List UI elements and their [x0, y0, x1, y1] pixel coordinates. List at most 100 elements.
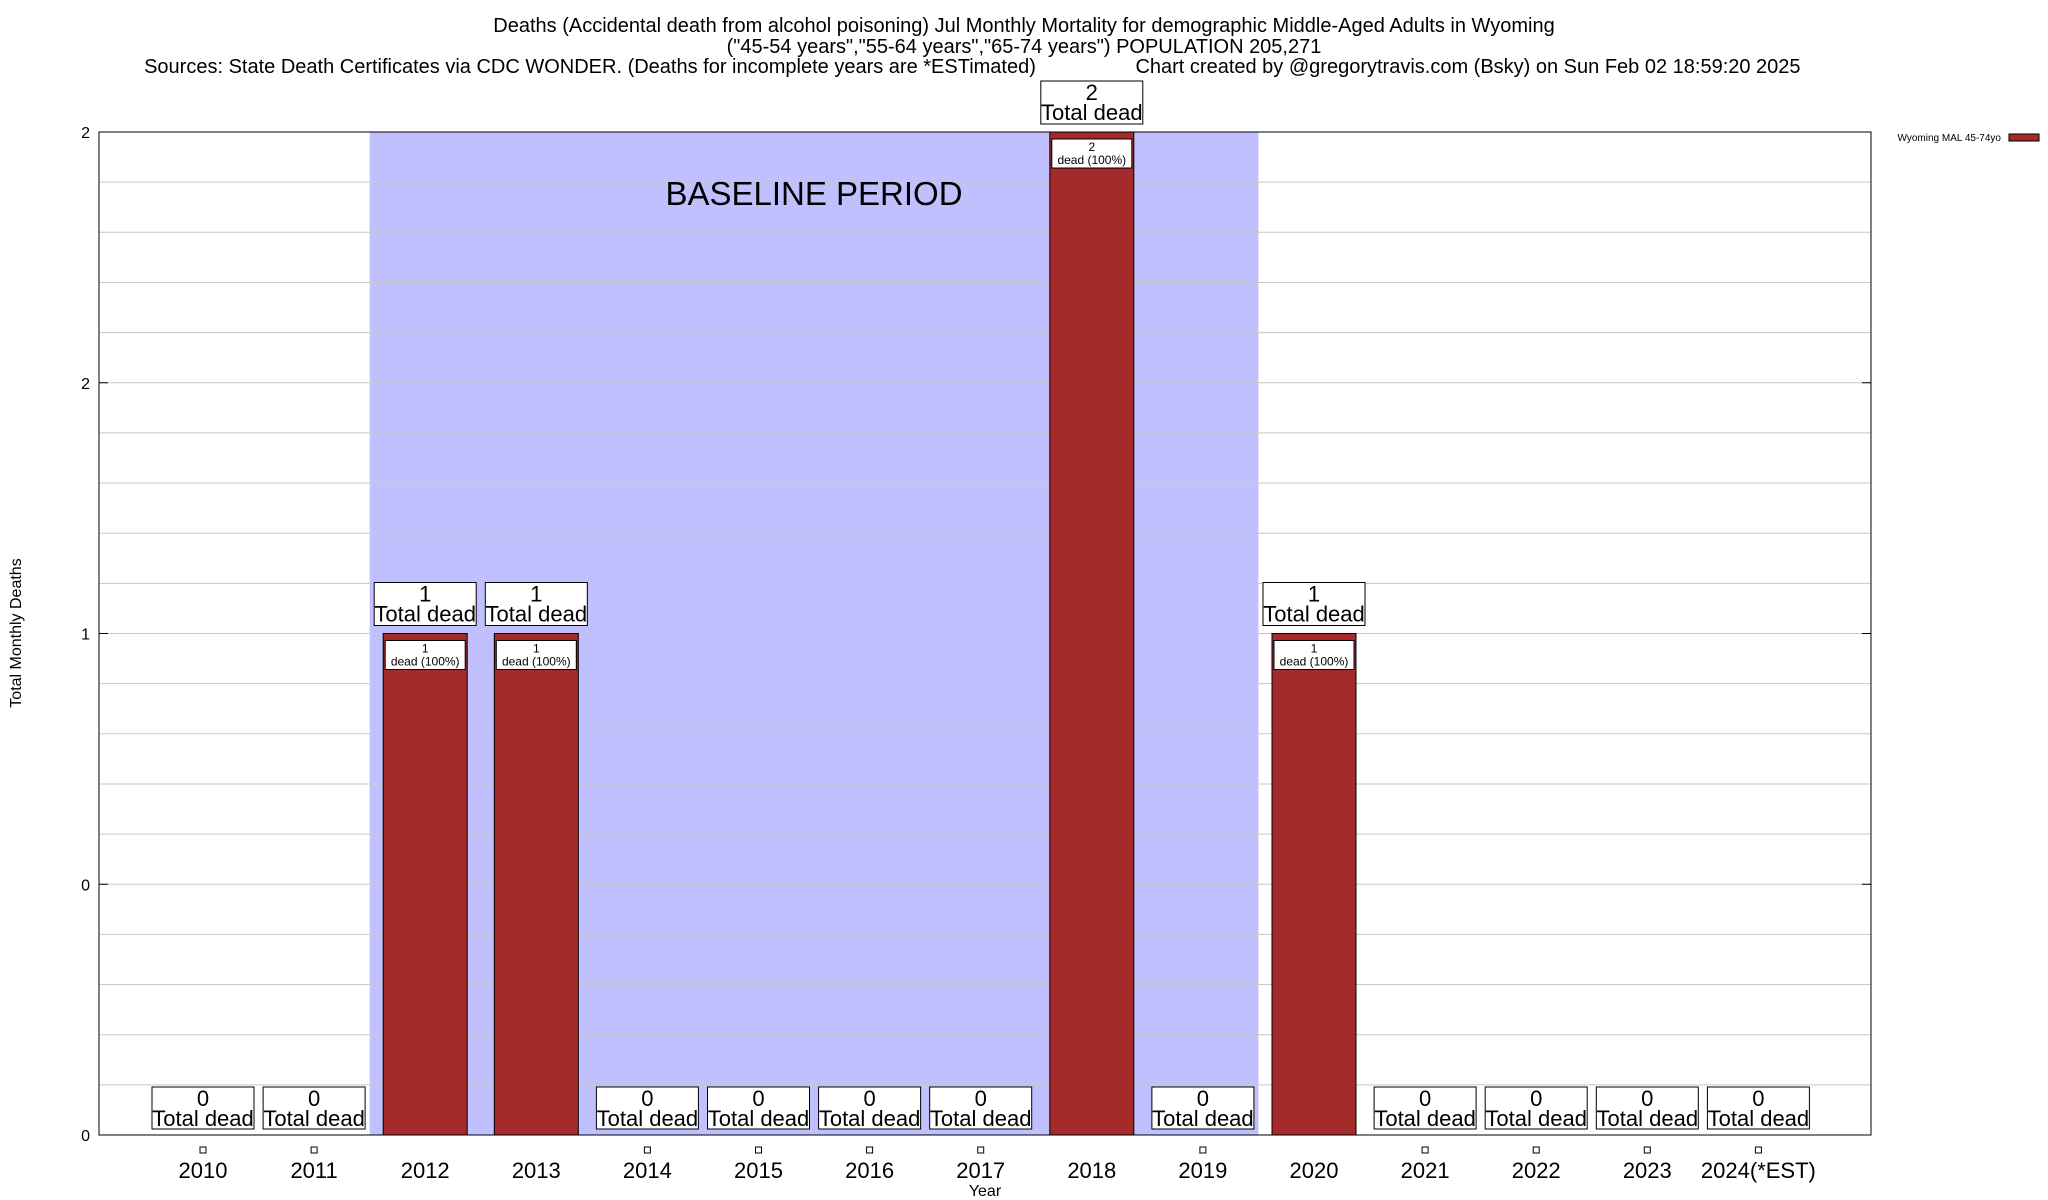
x-axis-ticks: 2010 2011 2012 2013 2014 2015 2016 2017 2018 2019… [179, 1158, 1816, 1183]
total-label-box [373, 582, 477, 626]
total-value-label: 0 [975, 1086, 987, 1111]
total-label-box [1151, 1086, 1255, 1130]
zero-marker [1754, 1146, 1762, 1154]
bar [493, 633, 579, 1136]
total-dead-label: Total dead [263, 1106, 365, 1131]
y-tick-label: 2 [81, 125, 90, 142]
total-label-box [1484, 1086, 1588, 1130]
x-axis-label: Year [969, 1183, 1002, 1200]
baseline-period-label: BASELINE PERIOD [665, 175, 962, 212]
total-value-label: 1 [1308, 582, 1320, 607]
y-tick-label: 0 [81, 877, 90, 894]
bar-inner-label: dead (100%) [1057, 153, 1126, 167]
total-label-box [1706, 1086, 1810, 1130]
total-dead-label: Total dead [486, 602, 588, 627]
bar-inner-label: dead (100%) [502, 655, 571, 669]
legend: Wyoming MAL 45-74yo [1898, 133, 2040, 144]
total-dead-label: Total dead [1708, 1106, 1810, 1131]
x-tick-label: 2014 [623, 1158, 672, 1183]
x-tick-label: 2010 [179, 1158, 228, 1183]
total-label-box [1040, 80, 1144, 125]
total-dead-label: Total dead [597, 1106, 699, 1131]
y-tick-label: 0 [81, 1128, 90, 1145]
x-tick-label: 2013 [512, 1158, 561, 1183]
bar-inner-label: dead (100%) [1280, 655, 1349, 669]
total-label-box [484, 582, 588, 626]
chart-title: Deaths (Accidental death from alcohol po… [144, 15, 1800, 78]
total-label-box [929, 1086, 1033, 1130]
total-value-label: 0 [863, 1086, 875, 1111]
x-tick-label: 2012 [401, 1158, 450, 1183]
x-tick-label: 2018 [1067, 1158, 1116, 1183]
total-label-box [818, 1086, 922, 1130]
total-dead-label: Total dead [1374, 1106, 1476, 1131]
bar-inner-label-box [1273, 640, 1355, 670]
bar [382, 633, 468, 1136]
total-label-box [262, 1086, 366, 1130]
zero-marker [1199, 1146, 1207, 1154]
zero-marker [1532, 1146, 1540, 1154]
total-value-label: 0 [1197, 1086, 1209, 1111]
total-dead-label: Total dead [1263, 602, 1365, 627]
total-label-box [1595, 1086, 1699, 1130]
x-tick-label: 2019 [1178, 1158, 1227, 1183]
legend-swatch [2008, 133, 2040, 142]
total-value-label: 1 [530, 582, 542, 607]
total-label-box [595, 1086, 699, 1130]
bar-inner-value: 2 [1088, 140, 1095, 154]
total-value-label: 0 [308, 1086, 320, 1111]
total-dead-label: Total dead [374, 602, 476, 627]
total-label-box [151, 1086, 255, 1130]
total-value-label: 0 [1530, 1086, 1542, 1111]
total-dead-label: Total dead [1485, 1106, 1587, 1131]
x-tick-label: 2024(*EST) [1701, 1158, 1816, 1183]
total-dead-label: Total dead [1597, 1106, 1699, 1131]
zero-marker [1643, 1146, 1651, 1154]
x-tick-label: 2015 [734, 1158, 783, 1183]
total-value-label: 0 [1752, 1086, 1764, 1111]
total-dead-label: Total dead [1152, 1106, 1254, 1131]
total-dead-label: Total dead [708, 1106, 810, 1131]
title-source: Sources: State Death Certificates via CD… [144, 56, 1036, 78]
bar-inner-value: 1 [1311, 642, 1318, 656]
x-tick-label: 2020 [1290, 1158, 1339, 1183]
zero-marker [199, 1146, 207, 1154]
zero-marker [977, 1146, 985, 1154]
total-dead-label: Total dead [152, 1106, 254, 1131]
total-value-label: 0 [1419, 1086, 1431, 1111]
y-tick-label: 2 [81, 376, 90, 393]
total-value-label: 0 [641, 1086, 653, 1111]
bar-inner-value: 1 [422, 642, 429, 656]
total-value-label: 2 [1086, 80, 1098, 105]
y-axis-ticks: 0 0 1 2 2 [81, 125, 1871, 1145]
total-value-label: 1 [419, 582, 431, 607]
zero-marker [1421, 1146, 1429, 1154]
bar-inner-label: dead (100%) [391, 655, 460, 669]
x-tick-label: 2021 [1401, 1158, 1450, 1183]
x-tick-label: 2016 [845, 1158, 894, 1183]
y-tick-label: 1 [81, 627, 90, 644]
total-value-label: 0 [752, 1086, 764, 1111]
zero-marker [643, 1146, 651, 1154]
bar-inner-label-box [1051, 138, 1133, 169]
total-label-box [707, 1086, 810, 1130]
bar [1049, 131, 1135, 1136]
x-tick-label: 2022 [1512, 1158, 1561, 1183]
x-tick-label: 2017 [956, 1158, 1005, 1183]
bar-inner-value: 1 [533, 642, 540, 656]
total-dead-label: Total dead [819, 1106, 921, 1131]
bar-inner-label-box [495, 640, 577, 670]
total-label-box [1373, 1086, 1477, 1130]
zero-marker [755, 1146, 762, 1154]
bar [1271, 633, 1357, 1136]
title-credit: Chart created by @gregorytravis.com (Bsk… [1135, 56, 1800, 78]
x-tick-label: 2011 [290, 1158, 337, 1183]
title-line-1: Deaths (Accidental death from alcohol po… [493, 15, 1554, 37]
zero-marker [310, 1146, 318, 1154]
title-line-2: ("45-54 years","55-64 years","65-74 year… [727, 36, 1322, 58]
total-dead-label: Total dead [930, 1106, 1032, 1131]
zero-marker [866, 1146, 874, 1154]
x-tick-label: 2023 [1623, 1158, 1672, 1183]
